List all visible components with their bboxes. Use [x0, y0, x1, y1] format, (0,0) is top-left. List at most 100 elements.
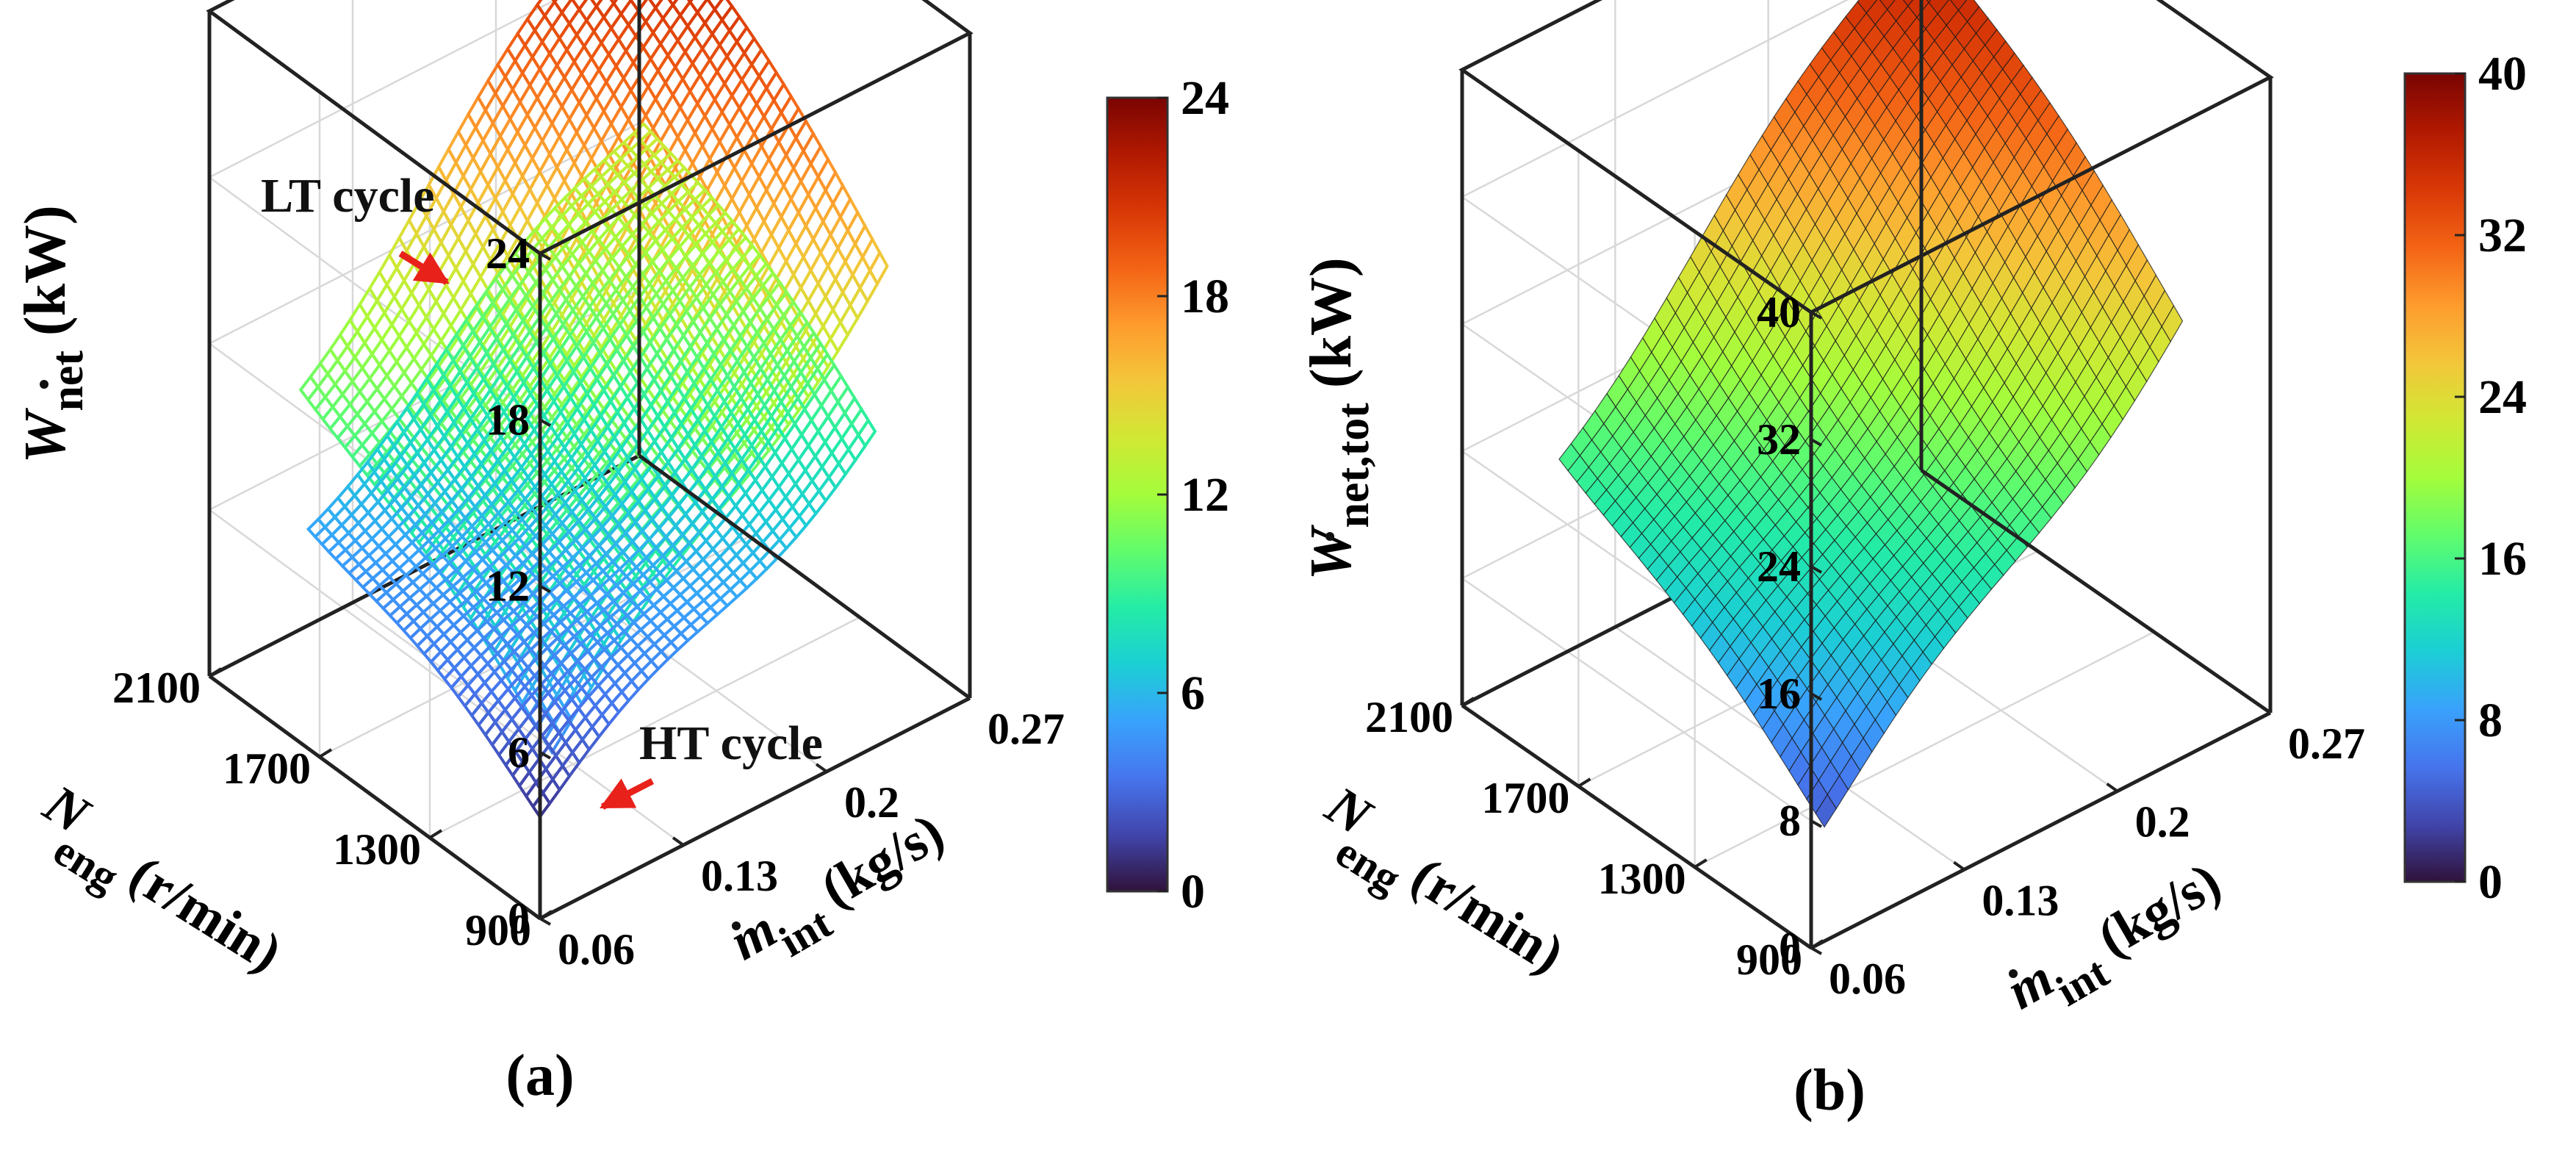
- colorbar-tick-label: 0: [2478, 855, 2503, 909]
- surface-facet: [1902, 0, 1914, 7]
- panel-a-zlabel-dot: [40, 380, 48, 389]
- z-tick-label: 18: [486, 395, 530, 444]
- panel-a-colorbar-ticks: 0 6 12 18 24: [1157, 71, 1229, 919]
- z-tick: [1810, 946, 1822, 955]
- z-tick: [1810, 819, 1822, 828]
- z-tick-label: 32: [1757, 415, 1801, 464]
- surface-facet: [1857, 0, 1878, 14]
- panel-a-surface: [298, 0, 889, 819]
- surface-wire-cell: [338, 317, 359, 349]
- x-tick: [672, 836, 685, 847]
- colorbar-tick-label: 24: [2478, 370, 2527, 424]
- surface-wire-cell: [571, 0, 588, 12]
- panel-b-tick-labels: 0 8 16 24 32 40 900 1300 1700 2100 0.06 0.13 0.2 0.27: [1365, 288, 2365, 1003]
- z-tick: [539, 751, 551, 760]
- axis-top-frame: [206, 0, 974, 256]
- surface-facet: [1928, 0, 1949, 15]
- surface-wire-cell: [397, 217, 419, 254]
- axis-top-frame: [1458, 0, 2274, 315]
- axis-front-edge: [1810, 711, 2272, 950]
- surface-facet: [1879, 0, 1896, 10]
- y-tick-label: 1700: [1481, 774, 1569, 822]
- surface-wire-cell: [631, 121, 653, 143]
- surface-wire-cell: [686, 0, 694, 4]
- surface-facet: [1937, 0, 1960, 26]
- y-tick-label: 1300: [333, 825, 421, 874]
- z-tick-label: 0: [1779, 924, 1801, 972]
- y-tick-label: 2100: [1365, 693, 1453, 741]
- x-tick: [2106, 783, 2118, 793]
- z-tick: [1810, 311, 1822, 320]
- surface-wire-cell: [553, 0, 573, 15]
- y-tick: [318, 748, 333, 758]
- z-tick: [539, 917, 551, 926]
- surface-wire-cell: [496, 46, 517, 80]
- colorbar-tick-label: 18: [1181, 270, 1229, 323]
- z-tick-label: 16: [1757, 669, 1801, 718]
- surface-wire-cell: [667, 0, 679, 7]
- panel-a-xlabel-dot: [732, 921, 741, 930]
- gridline-y-floor: [1694, 630, 2155, 869]
- surface-wire-cell: [298, 374, 320, 403]
- surface-wire-cell: [318, 347, 339, 377]
- surface-wire-cell: [629, 0, 648, 14]
- axis-front-edge: [539, 696, 971, 921]
- annotation-lt-cycle: LT cycle: [261, 169, 435, 223]
- surface-facet: [1886, 0, 1909, 22]
- x-tick-label: 0.2: [844, 778, 899, 827]
- y-tick-label: 1300: [1598, 855, 1686, 903]
- surface-wire-cell: [325, 495, 347, 520]
- axis-back-edge: [1461, 703, 1813, 950]
- surface-wire-cell: [695, 0, 717, 26]
- colorbar-tick-label: 0: [1181, 865, 1205, 919]
- surface-facet: [1949, 0, 1968, 11]
- surface-wire-cell: [466, 94, 488, 131]
- z-tick: [539, 418, 551, 427]
- surface-wire-cell: [447, 129, 468, 166]
- panel-a-z-axis-label: Wnet (kW): [13, 205, 93, 464]
- panel-b-xlabel-dot: [2009, 969, 2018, 978]
- y-tick: [539, 910, 553, 920]
- y-tick-label: 2100: [112, 664, 201, 712]
- panel-a: 0 6 12 18 24 900 1300 1700 2100 0.06 0.13 0.2 0.27 W…: [13, 0, 1229, 1108]
- z-tick: [539, 252, 551, 261]
- y-tick: [428, 829, 443, 839]
- surface-wire-cell: [306, 517, 328, 539]
- surface-wire-cell: [594, 0, 616, 20]
- z-tick-label: 12: [486, 562, 530, 611]
- z-tick-label: 24: [1757, 542, 1801, 591]
- surface-facet: [1926, 0, 1932, 4]
- colorbar-tick-label: 40: [2478, 47, 2527, 101]
- z-tick-label: 6: [508, 728, 530, 777]
- surface-wire-cell: [358, 285, 379, 320]
- panel-b-colorbar: [2403, 72, 2467, 883]
- annotation-ht-cycle: HT cycle: [639, 716, 823, 770]
- y-tick: [1577, 777, 1591, 788]
- surface-wire-cell: [316, 506, 337, 530]
- surface-wire-cell: [525, 2, 547, 33]
- panel-b-z-axis-label: Wnet,tot (kW): [1299, 257, 1378, 580]
- surface-wire-cell: [653, 0, 675, 21]
- y-tick: [1461, 697, 1475, 707]
- axis-front-edge: [1920, 468, 2272, 715]
- colorbar-tick-label: 6: [1181, 666, 1205, 720]
- surface-wire-cell: [551, 0, 558, 4]
- panel-b-surface: [1558, 0, 2184, 828]
- x-tick: [958, 689, 971, 700]
- colorbar-tick-label: 32: [2478, 209, 2527, 262]
- panel-a-label: (a): [506, 1043, 574, 1108]
- panel-b-axes-box: [1458, 0, 2274, 955]
- surface-wire-cell: [483, 276, 505, 306]
- surface-wire-cell: [590, 0, 603, 10]
- z-tick: [1810, 565, 1822, 574]
- x-tick: [1799, 939, 1813, 949]
- x-tick: [528, 910, 542, 920]
- panel-a-axes-box: [206, 0, 974, 926]
- x-tick: [2259, 704, 2272, 714]
- surface-facet: [1907, 0, 1929, 18]
- surface-wire-cell: [476, 77, 497, 113]
- colorbar-tick-label: 8: [2478, 694, 2503, 747]
- y-tick: [208, 667, 223, 678]
- y-tick-label: 1700: [223, 744, 311, 793]
